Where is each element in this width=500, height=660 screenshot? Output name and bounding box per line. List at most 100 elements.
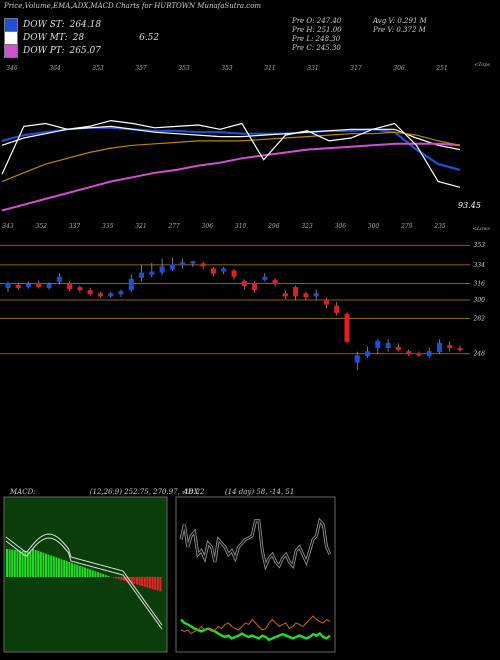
candle-body <box>139 272 145 278</box>
stat-open: Pre O: 247.40 <box>292 17 342 25</box>
macd-histogram-bar <box>50 555 53 577</box>
macd-histogram-bar <box>138 577 141 586</box>
low-number-label: 323 <box>301 223 313 230</box>
macd-histogram-bar <box>91 570 94 577</box>
candle-body <box>231 270 237 277</box>
macd-histogram-bar <box>130 577 133 583</box>
candle-body <box>241 280 247 287</box>
low-number-label: 279 <box>400 223 413 230</box>
macd-histogram-bar <box>154 577 157 590</box>
candle-body <box>108 293 114 297</box>
candle-body <box>447 344 453 349</box>
macd-histogram-bar <box>97 572 99 577</box>
ema-line-dow-st <box>1 126 461 171</box>
macd-histogram-bar <box>45 553 47 577</box>
level-label: 334 <box>474 262 486 269</box>
legend-label-st: DOW ST: <box>23 20 65 30</box>
candle-body <box>36 282 42 288</box>
macd-params: (12,26,9) 252.75, 270.97, -18.22 <box>89 488 205 496</box>
macd-histogram-bar <box>52 556 55 577</box>
macd-histogram-bar <box>86 568 89 577</box>
candle-body <box>272 279 278 284</box>
macd-histogram-bar <box>39 551 42 577</box>
candle-body <box>375 340 381 349</box>
ema-line-price <box>1 119 461 188</box>
macd-histogram-bar <box>117 577 120 580</box>
candle-body <box>395 347 401 351</box>
macd-histogram-bar <box>11 549 14 577</box>
macd-histogram-bar <box>26 551 29 577</box>
candle-body <box>426 351 432 357</box>
chart-title: Price,Volume,EMA,ADX,MACD Charts for HUR… <box>4 2 262 10</box>
candle-body <box>159 266 165 273</box>
ema-line-dow-mt <box>1 125 461 151</box>
macd-histogram-bar <box>133 577 136 584</box>
candle-body <box>15 285 21 289</box>
macd-histogram-bar <box>94 571 97 577</box>
candle-body <box>87 290 93 295</box>
candle-body <box>282 293 288 297</box>
candle-body <box>210 268 216 274</box>
macd-histogram-bar <box>89 569 92 577</box>
macd-header: MACD: (12,26,9) 252.75, 270.97, -18.22 <box>10 488 205 496</box>
legend-dow-st: DOW ST: 264.18 <box>4 18 101 32</box>
stat-high: Pre H: 251.00 <box>292 26 342 34</box>
tops-caption: <Tops <box>474 62 490 68</box>
candle-body <box>293 287 299 297</box>
candle-body <box>180 262 186 266</box>
macd-histogram-bar <box>99 573 102 577</box>
ema-line-ema-long <box>1 131 461 183</box>
adx-line-inner <box>180 519 331 569</box>
candle-body <box>46 284 52 289</box>
candle-body <box>118 291 124 295</box>
low-number-label: 343 <box>2 223 14 230</box>
low-number-label: 321 <box>135 223 146 230</box>
legend-label-mt: DOW MT: <box>23 33 68 43</box>
macd-histogram-bar <box>37 550 40 577</box>
level-label: 300 <box>474 297 486 304</box>
ema-line-dow-pt <box>1 142 461 212</box>
candle-body <box>406 351 412 355</box>
macd-histogram-bar <box>102 574 105 577</box>
macd-histogram-bar <box>63 560 66 577</box>
macd-histogram-bar <box>65 561 68 577</box>
candle-body <box>169 264 175 270</box>
macd-histogram-bar <box>159 577 162 592</box>
candle-body <box>128 278 134 291</box>
top-number-label: 357 <box>135 65 147 72</box>
candle-body <box>344 313 350 342</box>
adx-header: ADX (14 day) 58, -14, 51 <box>183 488 294 496</box>
macd-histogram-bar <box>55 557 58 577</box>
macd-histogram-bar <box>78 565 81 577</box>
top-number-label: 346 <box>6 65 18 72</box>
macd-line <box>5 533 163 626</box>
candle-body <box>190 261 196 264</box>
macd-histogram-bar <box>21 550 24 577</box>
top-number-label: 353 <box>178 65 190 72</box>
candle-body <box>97 293 103 297</box>
macd-histogram-bar <box>120 577 123 580</box>
low-number-label: 277 <box>167 223 180 230</box>
candle-body <box>365 351 371 357</box>
macd-histogram-bar <box>146 577 149 588</box>
macd-histogram-bar <box>47 554 50 577</box>
legend-label-pt: DOW PT: <box>23 46 65 56</box>
macd-histogram-bar <box>60 559 63 577</box>
macd-histogram-bar <box>42 552 45 577</box>
last-price-label: 93.45 <box>458 201 481 210</box>
lows-caption: <Lows <box>473 226 491 232</box>
macd-histogram-bar <box>16 550 19 577</box>
candle-body <box>457 348 463 351</box>
macd-histogram-bar <box>123 577 125 581</box>
macd-histogram-bar <box>81 566 84 577</box>
macd-histogram-bar <box>141 577 144 586</box>
low-number-label: 235 <box>433 223 446 230</box>
stat-low: Pre L: 248.30 <box>292 35 341 43</box>
macd-histogram-bar <box>29 551 32 577</box>
macd-label: MACD: <box>10 488 36 496</box>
candle-body <box>26 284 32 288</box>
macd-histogram-bar <box>84 567 86 577</box>
macd-histogram-bar <box>68 562 71 577</box>
stat-close: Pre C: 245.30 <box>292 44 341 52</box>
